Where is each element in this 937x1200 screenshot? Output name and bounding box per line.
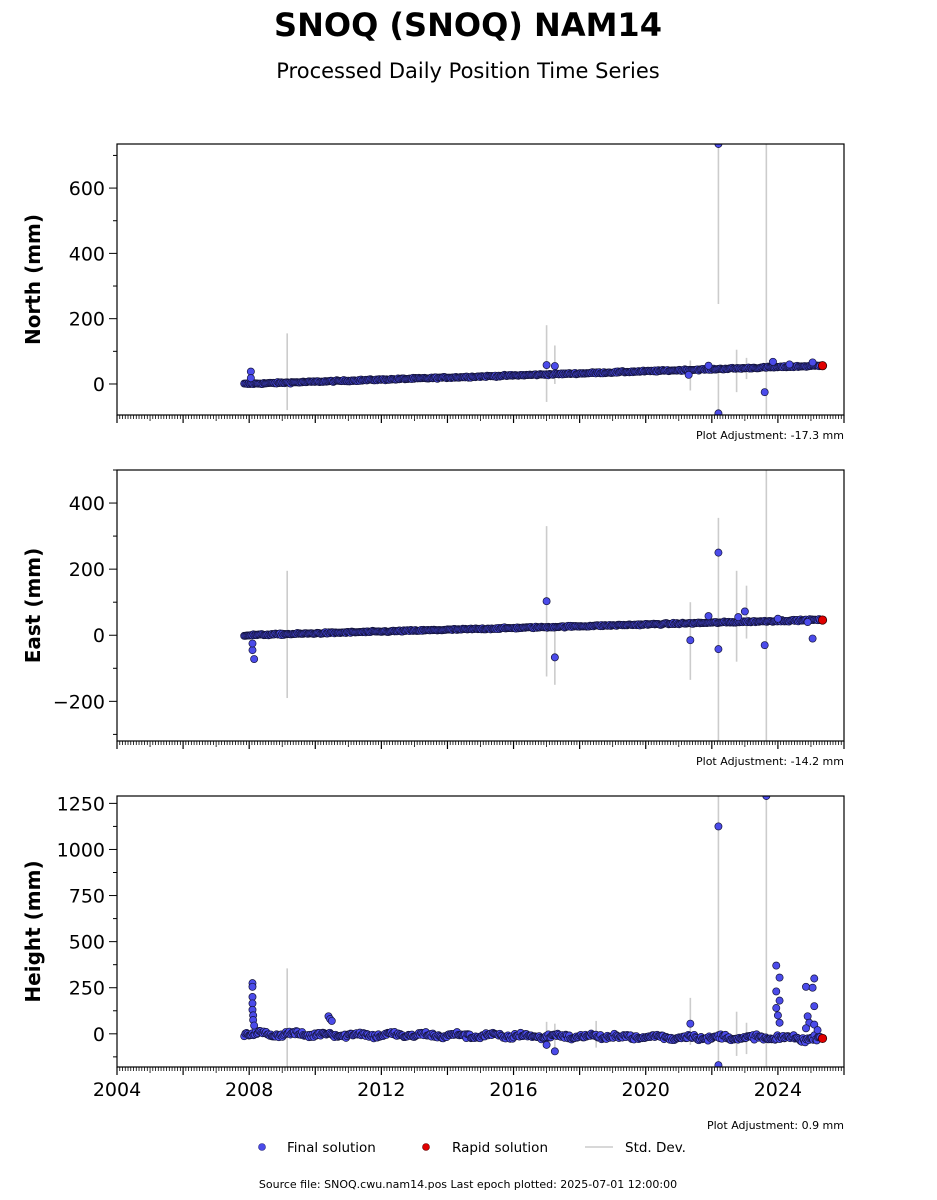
y-tick-label: 200 (69, 559, 105, 581)
panel-height: 0 250 500 750 1000 1250 2004 2008 2012 2016 2020 20… (21, 793, 845, 1132)
y-tick-label: 600 (69, 178, 105, 200)
final-point (802, 982, 810, 991)
final-point (760, 641, 769, 650)
final-point (808, 634, 817, 643)
source-note: Source file: SNOQ.cwu.nam14.pos Last epo… (259, 1178, 677, 1191)
rapid-point (817, 1033, 828, 1044)
y-tick-label: 1250 (57, 793, 105, 815)
panel-north: 0 200 400 600 North (mm) Plot Adjustment: -17… (21, 143, 845, 442)
plot-adjustment: Plot Adjustment: -17.3 mm (696, 429, 844, 442)
y-tick-label: 0 (93, 374, 105, 396)
final-point (542, 361, 551, 369)
final-point (246, 367, 255, 376)
final-point (246, 374, 255, 383)
y-tick-label: 400 (69, 493, 105, 515)
x-tick-label: 2024 (754, 1079, 802, 1101)
final-point (808, 358, 817, 367)
final-point (550, 362, 559, 370)
final-point (248, 982, 257, 991)
rapid-point (817, 615, 828, 625)
final-point (810, 1002, 819, 1011)
final-point (714, 822, 723, 831)
final-point (772, 961, 781, 970)
final-point (773, 1011, 782, 1020)
final-point (542, 1040, 551, 1049)
y-tick-label: 400 (69, 243, 105, 265)
y-axis-label: East (mm) (21, 548, 45, 664)
final-point (813, 1026, 822, 1035)
plot-area (240, 144, 828, 415)
final-point (542, 597, 551, 606)
final-point (803, 1012, 812, 1021)
final-point (684, 370, 693, 379)
panel-east: −200 0 200 400 East (mm) Plot Adjustment: -14… (21, 469, 845, 768)
final-point (248, 639, 257, 648)
final-point (740, 607, 749, 616)
final-point (714, 645, 723, 654)
final-point (686, 1019, 695, 1028)
x-tick-label: 2012 (357, 1079, 405, 1101)
final-point (714, 144, 723, 148)
y-tick-label: 0 (93, 1024, 105, 1046)
final-point (550, 653, 559, 662)
plot-adjustment: Plot Adjustment: 0.9 mm (707, 1119, 844, 1132)
page-title: SNOQ (SNOQ) NAM14 (274, 6, 662, 44)
legend-rapid-marker (422, 1143, 430, 1151)
final-point (802, 1024, 810, 1033)
y-axis-label: Height (mm) (21, 860, 45, 1002)
final-point (686, 636, 695, 645)
page-subtitle: Processed Daily Position Time Series (276, 59, 660, 83)
final-point (704, 612, 713, 621)
final-point (734, 613, 743, 622)
final-point (704, 361, 713, 370)
final-point (785, 360, 794, 369)
plot-frame (116, 795, 845, 1068)
y-tick-label: 0 (93, 625, 105, 647)
final-point (769, 357, 777, 366)
y-tick-label: 200 (69, 309, 105, 331)
y-axis-label: North (mm) (21, 214, 45, 345)
final-point (760, 388, 769, 397)
final-point (775, 1018, 784, 1027)
legend-stddev-label: Std. Dev. (625, 1140, 686, 1156)
plot-frame (116, 469, 845, 742)
final-point (775, 973, 784, 982)
x-tick-label: 2004 (93, 1079, 141, 1101)
final-point (250, 1021, 259, 1030)
final-point (772, 987, 781, 996)
legend-final-marker (258, 1143, 266, 1151)
final-point (327, 1016, 336, 1025)
y-tick-label: −200 (53, 691, 105, 713)
final-point (808, 983, 817, 992)
final-point (550, 1047, 559, 1056)
x-tick-label: 2008 (225, 1079, 273, 1101)
y-tick-label: 250 (69, 978, 105, 1000)
final-point (714, 1061, 723, 1067)
final-point (775, 996, 784, 1005)
legend: Final solution Rapid solution Std. Dev. (258, 1140, 686, 1156)
plot-area (240, 470, 828, 741)
rapid-point (817, 361, 828, 371)
final-point (248, 646, 257, 655)
legend-rapid-label: Rapid solution (452, 1140, 548, 1156)
x-tick-label: 2020 (622, 1079, 670, 1101)
final-point (250, 655, 259, 663)
plot-area (240, 796, 828, 1067)
final-point (772, 1004, 781, 1012)
y-tick-label: 1000 (57, 839, 105, 861)
y-tick-label: 750 (69, 886, 105, 908)
final-point (773, 614, 782, 623)
final-point (810, 974, 819, 983)
y-tick-label: 500 (69, 932, 105, 954)
x-tick-label: 2016 (489, 1079, 537, 1101)
final-point (714, 548, 723, 557)
legend-final-label: Final solution (287, 1140, 376, 1156)
final-point (714, 409, 723, 415)
plot-adjustment: Plot Adjustment: -14.2 mm (696, 755, 844, 768)
final-point (803, 618, 812, 626)
